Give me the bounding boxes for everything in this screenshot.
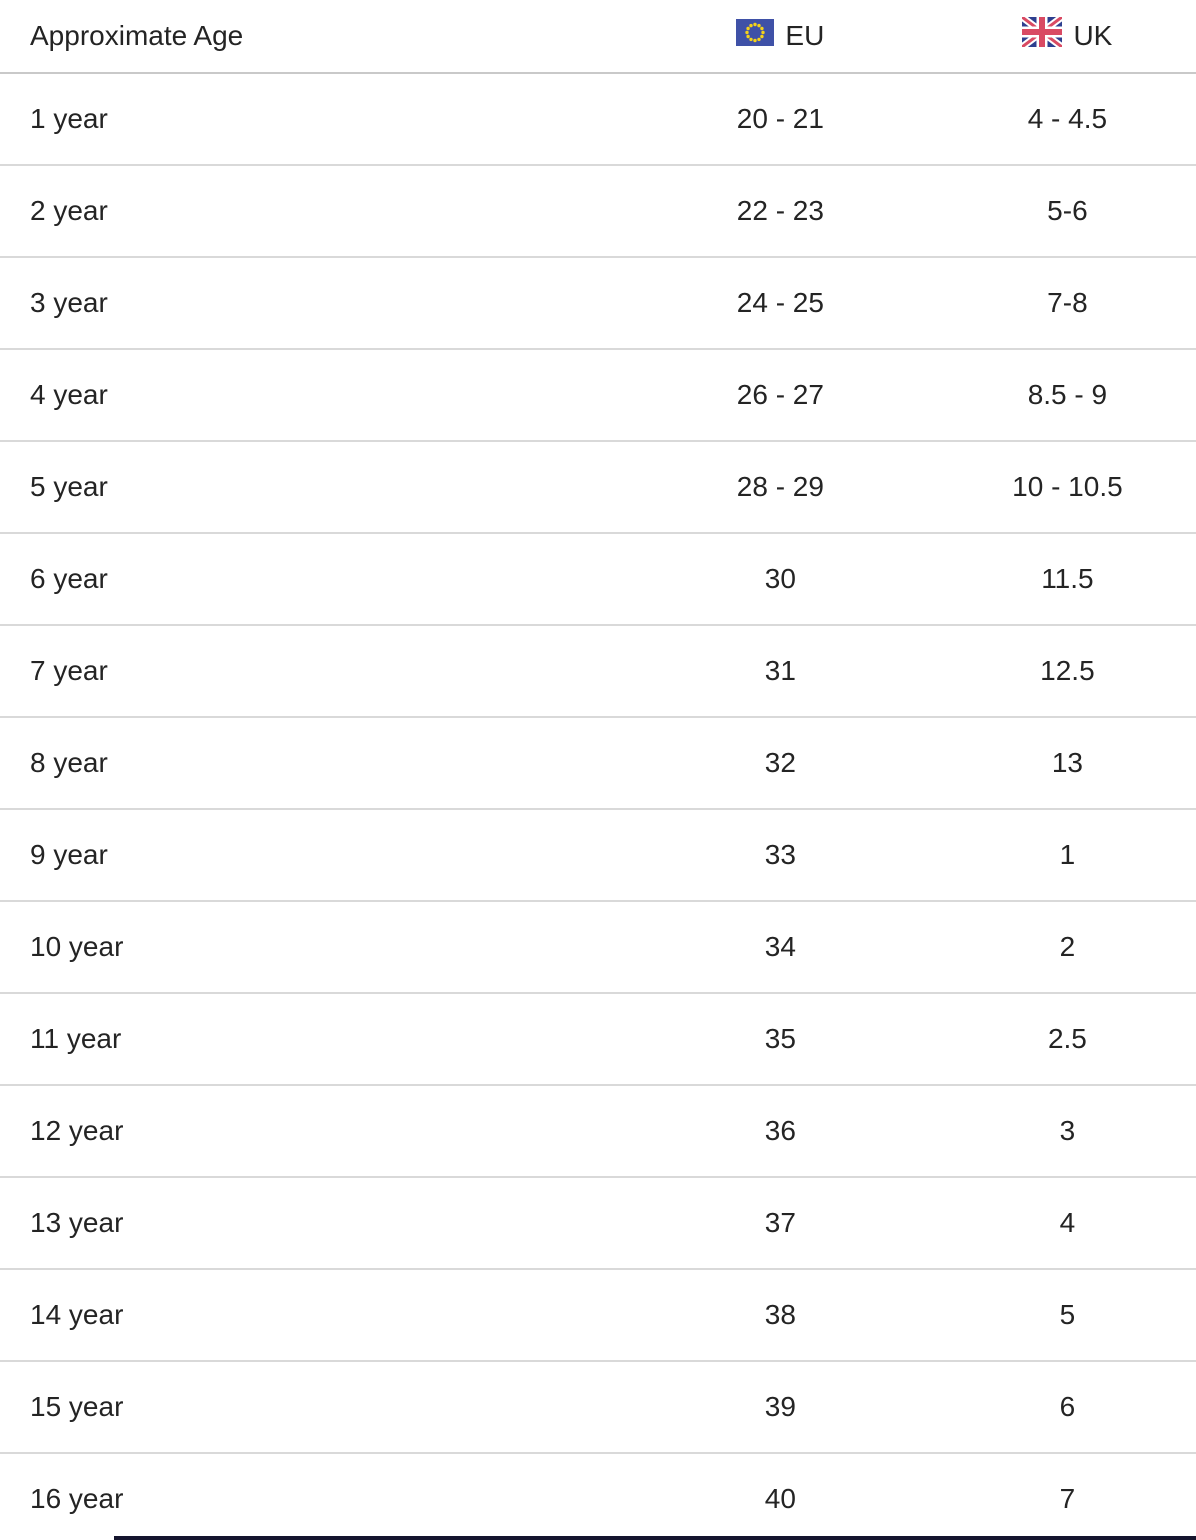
eu-size-cell: 36: [764, 1115, 796, 1147]
table-row: 10 year 34 2: [0, 902, 1196, 994]
age-cell: 11 year: [30, 1023, 122, 1055]
eu-flag-icon: [736, 18, 775, 54]
table-row: 15 year 39 6: [0, 1362, 1196, 1454]
uk-size-cell: 10 - 10.5: [1012, 471, 1123, 503]
table-body: 1 year 20 - 21 4 - 4.5 2 year 22 - 23 5-…: [0, 74, 1196, 1540]
uk-flag-icon: [1020, 14, 1065, 55]
eu-size-cell: 33: [764, 839, 796, 871]
uk-size-cell: 13: [1051, 747, 1083, 779]
age-cell: 5 year: [30, 471, 108, 503]
eu-size-cell: 31: [764, 655, 796, 687]
uk-size-cell: 6: [1059, 1391, 1076, 1423]
uk-size-cell: 2.5: [1047, 1023, 1087, 1055]
table-header-row: Approximate Age: [0, 0, 1196, 74]
eu-size-cell: 40: [764, 1483, 796, 1515]
eu-column-label: EU: [785, 20, 825, 52]
partial-bottom-element: [114, 1536, 1196, 1540]
table-row: 16 year 40 7: [0, 1454, 1196, 1540]
uk-size-cell: 7: [1059, 1483, 1076, 1515]
age-cell: 7 year: [30, 655, 108, 687]
table-row: 1 year 20 - 21 4 - 4.5: [0, 74, 1196, 166]
uk-column-header: UK: [939, 14, 1196, 55]
table-row: 14 year 38 5: [0, 1270, 1196, 1362]
table-row: 7 year 31 12.5: [0, 626, 1196, 718]
uk-size-cell: 7-8: [1047, 287, 1088, 319]
eu-size-cell: 22 - 23: [736, 195, 824, 227]
age-cell: 10 year: [30, 931, 124, 963]
table-row: 13 year 37 4: [0, 1178, 1196, 1270]
eu-size-cell: 35: [764, 1023, 796, 1055]
age-cell: 12 year: [30, 1115, 124, 1147]
uk-size-cell: 1: [1059, 839, 1076, 871]
uk-size-cell: 5-6: [1047, 195, 1088, 227]
age-cell: 6 year: [30, 563, 108, 595]
age-column-header: Approximate Age: [30, 20, 244, 52]
eu-size-cell: 39: [764, 1391, 796, 1423]
age-cell: 1 year: [30, 103, 108, 135]
age-cell: 15 year: [30, 1391, 124, 1423]
table-row: 5 year 28 - 29 10 - 10.5: [0, 442, 1196, 534]
eu-size-cell: 30: [764, 563, 796, 595]
table-row: 3 year 24 - 25 7-8: [0, 258, 1196, 350]
age-cell: 2 year: [30, 195, 108, 227]
table-row: 11 year 35 2.5: [0, 994, 1196, 1086]
eu-size-cell: 37: [764, 1207, 796, 1239]
age-cell: 3 year: [30, 287, 108, 319]
table-row: 6 year 30 11.5: [0, 534, 1196, 626]
uk-size-cell: 3: [1059, 1115, 1076, 1147]
age-cell: 4 year: [30, 379, 108, 411]
uk-size-cell: 12.5: [1040, 655, 1095, 687]
eu-column-header: EU: [622, 18, 939, 54]
uk-size-cell: 8.5 - 9: [1027, 379, 1108, 411]
table-row: 2 year 22 - 23 5-6: [0, 166, 1196, 258]
eu-size-cell: 26 - 27: [736, 379, 824, 411]
table-row: 8 year 32 13: [0, 718, 1196, 810]
eu-size-cell: 28 - 29: [736, 471, 824, 503]
age-cell: 16 year: [30, 1483, 124, 1515]
eu-size-cell: 34: [764, 931, 796, 963]
table-row: 9 year 33 1: [0, 810, 1196, 902]
eu-size-cell: 20 - 21: [736, 103, 824, 135]
uk-column-label: UK: [1073, 20, 1113, 52]
table-row: 12 year 36 3: [0, 1086, 1196, 1178]
uk-size-cell: 5: [1059, 1299, 1076, 1331]
uk-size-cell: 2: [1059, 931, 1076, 963]
uk-size-cell: 4: [1059, 1207, 1076, 1239]
table-row: 4 year 26 - 27 8.5 - 9: [0, 350, 1196, 442]
uk-size-cell: 4 - 4.5: [1027, 103, 1108, 135]
age-cell: 9 year: [30, 839, 108, 871]
age-cell: 14 year: [30, 1299, 124, 1331]
eu-size-cell: 32: [764, 747, 796, 779]
age-cell: 13 year: [30, 1207, 124, 1239]
uk-size-cell: 11.5: [1041, 563, 1094, 595]
eu-size-cell: 24 - 25: [736, 287, 824, 319]
age-cell: 8 year: [30, 747, 108, 779]
eu-size-cell: 38: [764, 1299, 796, 1331]
